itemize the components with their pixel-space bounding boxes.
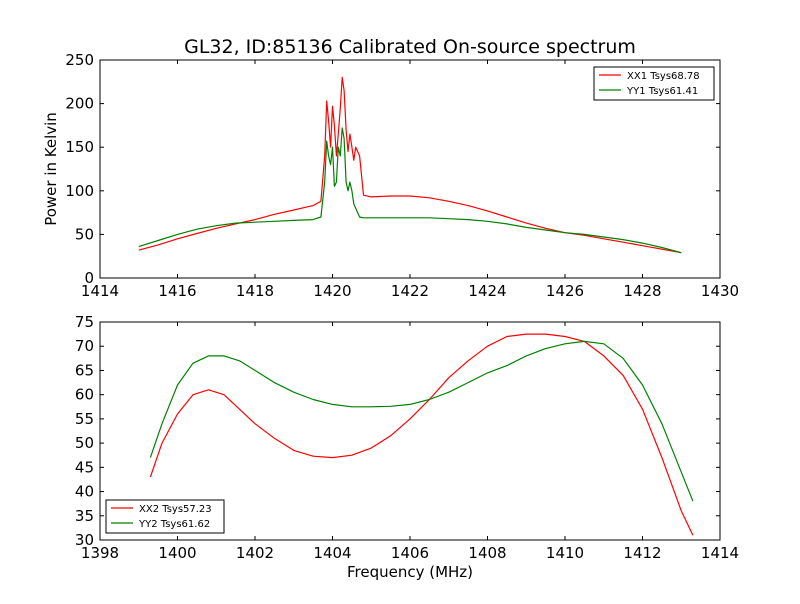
- y-tick-label: 250: [65, 51, 94, 69]
- x-tick-label: 1414: [701, 544, 739, 562]
- x-tick-label: 1414: [81, 282, 119, 300]
- legend-label: XX2 Tsys57.23: [139, 504, 212, 515]
- y-tick-label: 30: [75, 531, 94, 549]
- series-line-1: [138, 76, 682, 254]
- legend-label: XX1 Tsys68.78: [627, 71, 700, 82]
- bottom-chart-panel: Frequency (MHz) 1398 1400 1402 1404 1406 1408…: [75, 313, 739, 581]
- y-tick-label: 60: [75, 386, 94, 404]
- top-chart-legend: XX1 Tsys68.78 YY1 Tsys61.41: [593, 66, 715, 101]
- bottom-chart-series-group: [149, 333, 694, 536]
- series-line-1: [149, 333, 694, 536]
- y-axis-label: Power in Kelvin: [42, 112, 60, 226]
- y-tick-label: 50: [75, 434, 94, 452]
- legend-label: YY2 Tsys61.62: [138, 519, 210, 530]
- y-tick-label: 35: [75, 507, 94, 525]
- y-tick-label: 150: [65, 138, 94, 156]
- x-tick-label: 1400: [158, 544, 196, 562]
- series-line-2: [149, 340, 694, 502]
- y-tick-label: 70: [75, 337, 94, 355]
- x-tick-label: 1402: [236, 544, 274, 562]
- x-tick-label: 1424: [468, 282, 506, 300]
- x-tick-label: 1406: [391, 544, 429, 562]
- x-tick-label: 1398: [81, 544, 119, 562]
- top-chart-panel: GL32, ID:85136 Calibrated On-source spec…: [42, 36, 739, 300]
- x-tick-label: 1416: [158, 282, 196, 300]
- x-tick-label: 1412: [623, 544, 661, 562]
- x-axis-label: Frequency (MHz): [347, 563, 473, 581]
- legend-box: [593, 66, 715, 101]
- bottom-chart-legend: XX2 Tsys57.23 YY2 Tsys61.62: [105, 499, 225, 534]
- legend-box: [105, 499, 225, 534]
- x-tick-label: 1420: [313, 282, 351, 300]
- x-tick-label: 1404: [313, 544, 351, 562]
- x-tick-label: 1426: [546, 282, 584, 300]
- legend-label: YY1 Tsys61.41: [626, 86, 698, 97]
- top-chart-ticks: 1414 1416 1418 1420 1422 1424 1426 1428 1430 0 50 1…: [65, 51, 739, 300]
- y-tick-label: 40: [75, 483, 94, 501]
- y-tick-label: 75: [75, 313, 94, 331]
- y-tick-label: 200: [65, 95, 94, 113]
- x-tick-label: 1422: [391, 282, 429, 300]
- x-tick-label: 1408: [468, 544, 506, 562]
- x-tick-label: 1430: [701, 282, 739, 300]
- y-tick-label: 50: [75, 225, 94, 243]
- y-tick-label: 65: [75, 361, 94, 379]
- bottom-chart-ticks: 1398 1400 1402 1404 1406 1408 1410 1412 1414 30 35…: [75, 313, 739, 562]
- y-tick-label: 45: [75, 458, 94, 476]
- series-line-2: [138, 127, 682, 254]
- top-chart-series-group: [138, 76, 682, 254]
- x-tick-label: 1410: [546, 544, 584, 562]
- chart-title: GL32, ID:85136 Calibrated On-source spec…: [184, 36, 636, 58]
- y-tick-label: 100: [65, 182, 94, 200]
- y-tick-label: 55: [75, 410, 94, 428]
- x-tick-label: 1428: [623, 282, 661, 300]
- x-tick-label: 1418: [236, 282, 274, 300]
- y-tick-label: 0: [84, 269, 94, 287]
